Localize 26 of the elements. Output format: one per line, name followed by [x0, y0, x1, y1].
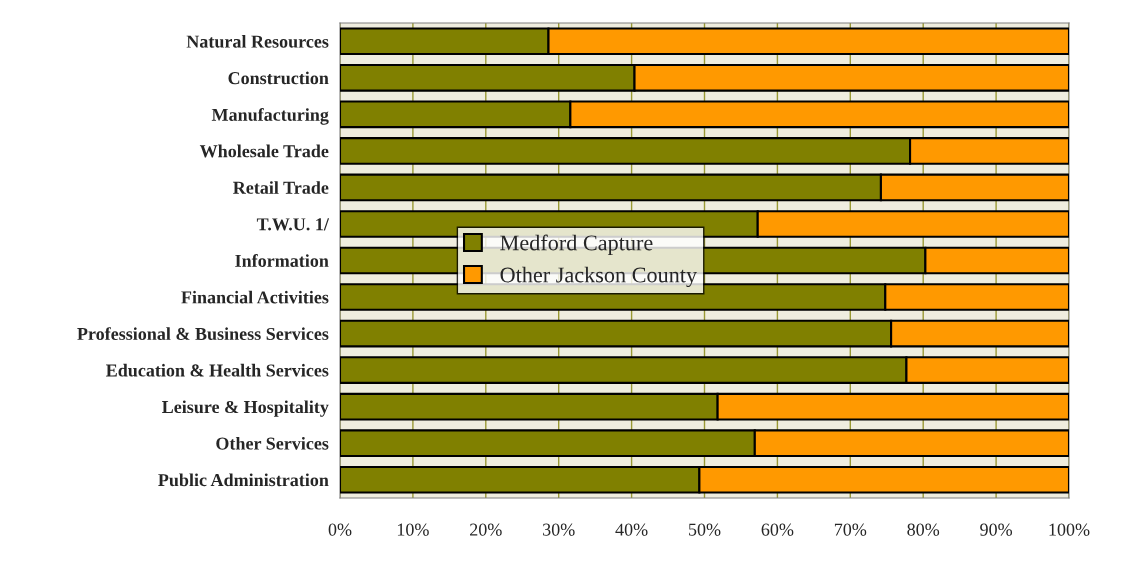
y-tick-label: Public Administration [158, 473, 329, 487]
y-tick-label: Information [235, 254, 329, 267]
y-tick-label: Retail Trade [233, 181, 329, 194]
x-tick-label: 30% [543, 523, 575, 536]
y-tick-label: Professional & Business Services [77, 327, 329, 341]
y-tick-label: Wholesale Trade [199, 144, 329, 158]
y-tick-label: Education & Health Services [106, 363, 329, 377]
x-tick-label: 70% [834, 523, 867, 536]
x-tick-label: 50% [689, 523, 721, 536]
y-tick-label: Construction [228, 71, 329, 85]
x-tick-label: 60% [761, 523, 794, 536]
x-tick-label: 100% [1049, 523, 1090, 536]
x-tick-label: 10% [397, 523, 429, 536]
y-tick-label: Financial Activities [181, 290, 329, 304]
x-tick-label: 20% [470, 523, 502, 536]
x-tick-label: 80% [907, 523, 940, 536]
x-tick-label: 90% [980, 523, 1013, 536]
legend-label: Other Jackson County [500, 266, 698, 288]
y-tick-label: Other Services [216, 436, 329, 450]
legend-label: Medford Capture [500, 234, 653, 255]
y-tick-label: Natural Resources [186, 35, 329, 48]
x-tick-label: 40% [615, 523, 648, 536]
x-tick-label: 0% [328, 523, 352, 536]
y-tick-label: T.W.U. 1/ [256, 218, 330, 231]
y-tick-label: Manufacturing [211, 107, 329, 125]
y-tick-label: Leisure & Hospitality [162, 400, 329, 417]
